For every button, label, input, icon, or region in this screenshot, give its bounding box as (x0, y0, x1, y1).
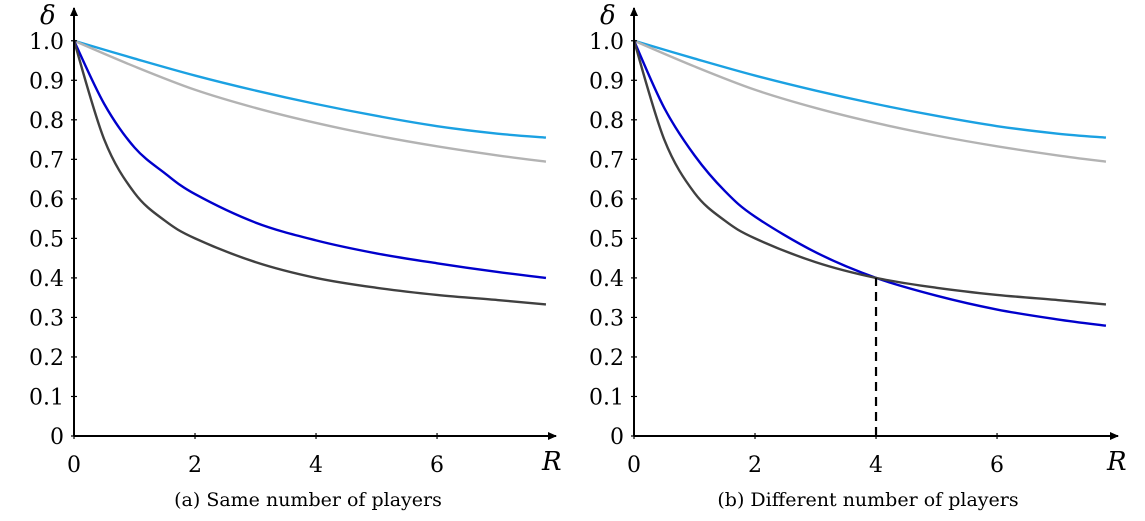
x-tick-label-a: 4 (309, 453, 323, 478)
y-tick-label-a: 0.1 (29, 385, 64, 410)
y-tick-label-a: 1.0 (29, 30, 64, 55)
y-axis-label-a: δ (40, 1, 56, 31)
y-tick-label-b: 0.2 (589, 346, 624, 371)
x-tick-label-b: 6 (990, 453, 1004, 478)
y-tick-label-b: 0.3 (589, 306, 624, 331)
series-line-a-3 (72, 40, 547, 280)
y-tick-label-a: 0.3 (29, 306, 64, 331)
ticks-a: 0 0.1 0.2 0.3 0.4 0.5 0.6 0.7 0.8 0.9 1.0 0 2 4 6 (29, 30, 444, 478)
y-tick-label-a: 0.4 (29, 267, 64, 292)
ticks-b: 0 0.1 0.2 0.3 0.4 0.5 0.6 0.7 0.8 0.9 1.0 0 2 4 6 (589, 30, 1004, 478)
chart-panel-b: 00.10.20.30.40.50.60.70.80.91.00 2 4 6 δ R … (589, 1, 1127, 511)
y-axis-label-b: δ (600, 1, 616, 31)
x-tick-label-b: 4 (869, 453, 883, 478)
y-tick-label-b: 0.4 (589, 267, 624, 292)
y-tick-label-b: 0 (610, 425, 624, 450)
caption-b: (b) Different number of players (717, 489, 1018, 511)
y-tick-label-a: 0.8 (29, 109, 64, 134)
x-tick-label-a: 2 (188, 453, 202, 478)
series-line-a-4 (72, 40, 547, 306)
series-line-b-2 (633, 39, 1107, 163)
series-line-b-1 (633, 39, 1107, 139)
y-tick-label-b: 0.8 (589, 109, 624, 134)
y-tick-label-b: 0.9 (589, 69, 624, 94)
series-line-b-4 (632, 40, 1107, 306)
y-tick-label-a: 0 (50, 425, 64, 450)
caption-a: (a) Same number of players (174, 489, 442, 511)
y-tick-label-a: 0.6 (29, 188, 64, 213)
series-line-a-1 (73, 39, 547, 139)
y-tick-label-b: 1.0 (589, 30, 624, 55)
y-tick-label-b: 0.7 (589, 148, 624, 173)
y-tick-label-b: 0.5 (589, 227, 624, 252)
x-tick-label-b: 0 (627, 453, 641, 478)
series-line-a-2 (73, 39, 547, 163)
axes-a (70, 7, 557, 440)
series-line-b-3 (632, 40, 1107, 327)
x-tick-label-a: 0 (67, 453, 81, 478)
y-tick-label-b: 0.1 (589, 385, 624, 410)
y-tick-label-a: 0.2 (29, 346, 64, 371)
plot-lines-b (632, 39, 1107, 436)
x-tick-label-b: 2 (748, 453, 762, 478)
y-tick-label-a: 0.7 (29, 148, 64, 173)
y-tick-label-a: 0.5 (29, 227, 64, 252)
x-axis-label-a: R (541, 447, 562, 477)
y-tick-label-a: 0.9 (29, 69, 64, 94)
y-tick-label-b: 0.6 (589, 188, 624, 213)
x-axis-label-b: R (1106, 447, 1127, 477)
plot-lines-a (72, 39, 547, 306)
x-tick-label-a: 6 (430, 453, 444, 478)
chart-panel-a: 00.10.20.30.40.50.60.70.80.91.00 2 4 6 δ R … (29, 1, 562, 511)
